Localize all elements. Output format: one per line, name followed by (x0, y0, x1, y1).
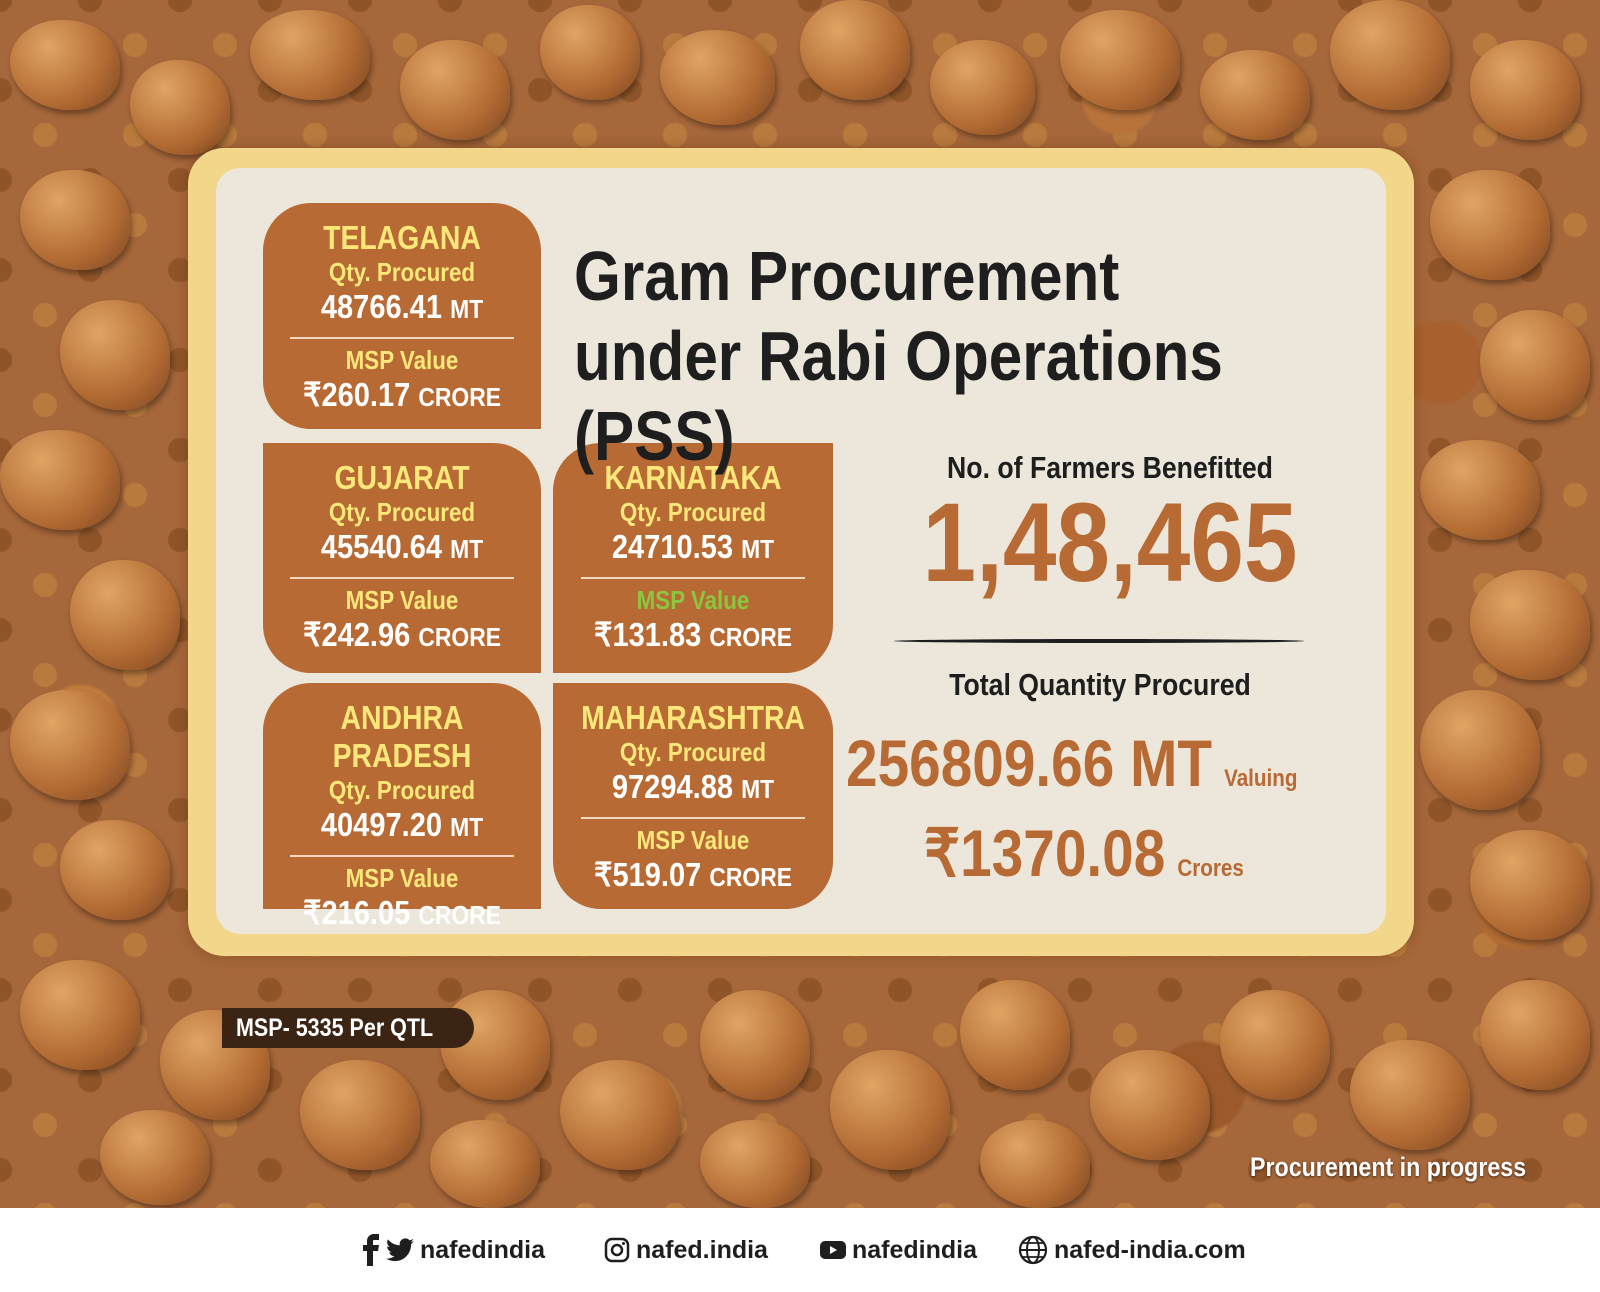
qty-value: 24710.53 MT (611, 528, 775, 565)
facebook-twitter-handle: nafedindia (420, 1235, 546, 1264)
qty-label: Qty. Procured (619, 497, 767, 527)
footer: nafedindia nafed.india nafedindia nafed-… (0, 1208, 1600, 1292)
youtube-handle: nafedindia (852, 1235, 978, 1264)
state-name: MAHARASHTRA (581, 699, 805, 736)
farmers-label: No. of Farmers Benefitted (947, 450, 1273, 485)
state-card-maharashtra: MAHARASHTRA Qty. Procured 97294.88 MT MS… (553, 683, 833, 909)
qty-value: 48766.41 MT (320, 288, 484, 325)
msp-label: MSP Value (636, 825, 750, 855)
msp-label: MSP Value (345, 863, 459, 893)
website-link[interactable]: nafed-india.com (1018, 1232, 1246, 1268)
total-value-suffix: Crores (1177, 855, 1244, 882)
qty-value: 97294.88 MT (611, 768, 775, 805)
msp-note-badge: MSP- 5335 Per QTL (222, 1008, 474, 1048)
divider-line (894, 639, 1304, 643)
msp-value: ₹216.05 CRORE (302, 894, 501, 931)
msp-label: MSP Value (636, 585, 750, 615)
qty-label: Qty. Procured (619, 737, 767, 767)
msp-label: MSP Value (345, 345, 459, 375)
qty-label: Qty. Procured (328, 257, 476, 287)
state-card-gujarat: GUJARAT Qty. Procured 45540.64 MT MSP Va… (263, 443, 541, 673)
globe-icon (1018, 1235, 1048, 1265)
youtube-icon (820, 1241, 846, 1259)
state-card-andhra-pradesh: ANDHRA PRADESH Qty. Procured 40497.20 MT… (263, 683, 541, 931)
total-value-amount: ₹1370.08 (924, 816, 1166, 890)
state-card-telangana: TELAGANA Qty. Procured 48766.41 MT MSP V… (263, 203, 541, 429)
instagram-handle: nafed.india (636, 1235, 768, 1264)
website-url: nafed-india.com (1054, 1235, 1246, 1264)
total-quantity: 256809.66 MT Valuing (846, 728, 1328, 798)
twitter-icon (386, 1238, 414, 1262)
msp-value: ₹519.07 CRORE (593, 856, 792, 893)
total-value: ₹1370.08 Crores (924, 818, 1337, 888)
msp-value: ₹260.17 CRORE (302, 376, 501, 413)
msp-label: MSP Value (345, 585, 459, 615)
card-divider (290, 337, 514, 339)
status-text: Procurement in progress (1250, 1152, 1527, 1182)
total-quantity-value: 256809.66 MT (846, 726, 1213, 800)
state-name: TELAGANA (323, 219, 481, 256)
msp-value: ₹242.96 CRORE (302, 616, 501, 653)
youtube-link[interactable]: nafedindia (820, 1232, 977, 1268)
page-title: Gram Procurement under Rabi Operations (… (574, 237, 1223, 475)
qty-label: Qty. Procured (328, 775, 476, 805)
total-quantity-label: Total Quantity Procured (949, 667, 1251, 702)
card-divider (290, 855, 514, 857)
state-card-karnataka: KARNATAKA Qty. Procured 24710.53 MT MSP … (553, 443, 833, 673)
state-name: KARNATAKA (604, 459, 782, 496)
card-divider (290, 577, 514, 579)
facebook-twitter-link[interactable]: nafedindia (362, 1232, 545, 1268)
card-divider (581, 577, 805, 579)
facebook-icon (363, 1234, 379, 1266)
msp-value: ₹131.83 CRORE (593, 616, 792, 653)
qty-label: Qty. Procured (328, 497, 476, 527)
total-quantity-suffix: Valuing (1224, 765, 1298, 792)
card-divider (581, 817, 805, 819)
state-name: GUJARAT (334, 459, 470, 496)
instagram-icon (604, 1237, 630, 1263)
state-name: ANDHRA PRADESH (332, 699, 472, 774)
qty-value: 40497.20 MT (320, 806, 484, 843)
qty-value: 45540.64 MT (320, 528, 484, 565)
instagram-link[interactable]: nafed.india (604, 1232, 768, 1268)
farmers-value: 1,48,465 (922, 480, 1298, 605)
